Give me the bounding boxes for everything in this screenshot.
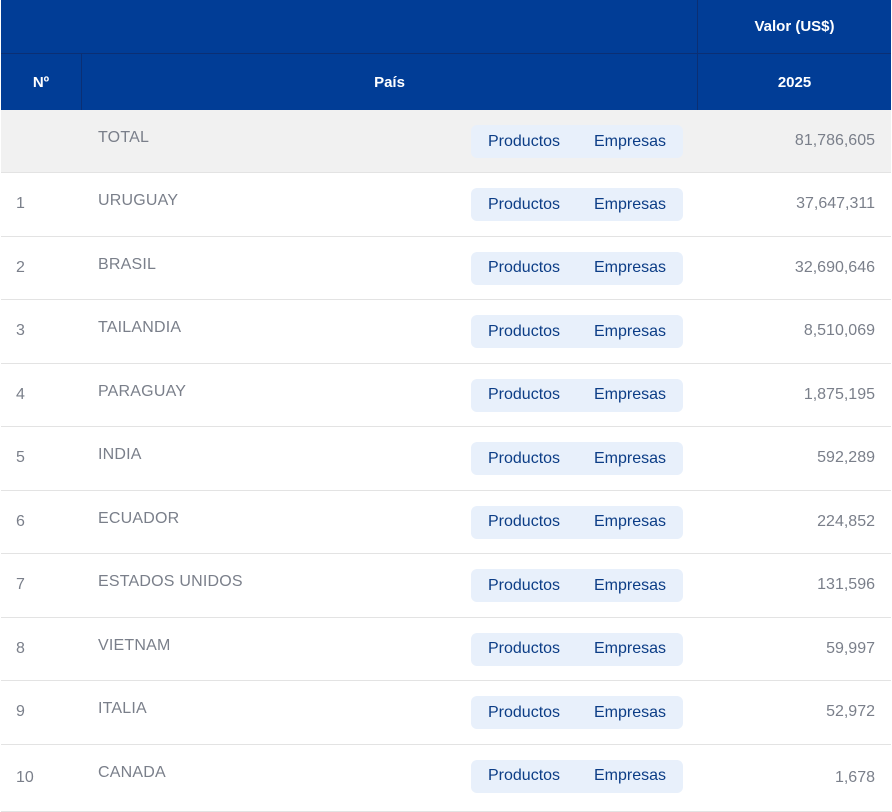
row-action-buttons: Productos Empresas [471, 632, 683, 666]
companies-button[interactable]: Empresas [594, 640, 667, 657]
companies-button[interactable]: Empresas [594, 132, 667, 150]
header-bottom-row: Nº País 2025 [1, 54, 891, 110]
header-top-row: Valor (US$) [1, 0, 891, 54]
products-button[interactable]: Productos [488, 513, 561, 530]
row-number: 9 [16, 703, 25, 721]
row-value: 59,997 [826, 639, 875, 657]
row-number: 1 [16, 195, 25, 213]
row-number: 10 [16, 768, 34, 786]
table-row: 3 TAILANDIA Productos Empresas 8,510,069 [1, 300, 891, 364]
table-row: 10 CANADA Productos Empresas 1,678 [1, 745, 891, 812]
table-row: 5 INDIA Productos Empresas 592,289 [1, 427, 891, 491]
row-country[interactable]: CANADA [98, 763, 166, 781]
value-group-header: Valor (US$) [754, 18, 835, 35]
products-button[interactable]: Productos [488, 640, 561, 657]
total-label: TOTAL [98, 129, 150, 146]
row-value: 1,678 [834, 768, 875, 786]
row-country[interactable]: TAILANDIA [98, 319, 182, 336]
col-header-country[interactable]: País [374, 73, 405, 91]
table-row: 1 URUGUAY Productos Empresas 37,647,311 [1, 173, 891, 237]
products-button[interactable]: Productos [488, 195, 561, 213]
row-country[interactable]: BRASIL [98, 255, 157, 273]
products-button[interactable]: Productos [488, 322, 561, 340]
row-country[interactable]: ESTADOS UNIDOS [98, 573, 243, 590]
row-country[interactable]: VIETNAM [98, 636, 171, 654]
row-action-buttons: Productos Empresas [471, 251, 683, 285]
companies-button[interactable]: Empresas [594, 703, 667, 721]
table-header: Valor (US$) Nº País 2025 [1, 0, 891, 110]
row-action-buttons: Productos Empresas [471, 188, 683, 221]
table-row: 4 PARAGUAY Productos Empresas 1,875,195 [1, 364, 891, 427]
row-action-buttons: Productos Empresas [471, 315, 683, 348]
table-row: 9 ITALIA Productos Empresas 52,972 [1, 681, 891, 745]
row-country[interactable]: PARAGUAY [98, 382, 187, 400]
row-action-buttons: Productos Empresas [471, 696, 683, 729]
companies-button[interactable]: Empresas [594, 259, 667, 276]
table-row: 7 ESTADOS UNIDOS Productos Empresas 131,596 [1, 554, 891, 618]
table-row: 8 VIETNAM Productos Empresas 59,997 [1, 618, 891, 681]
products-button[interactable]: Productos [488, 449, 561, 467]
col-header-num[interactable]: Nº [32, 73, 50, 91]
companies-button[interactable]: Empresas [594, 322, 667, 340]
row-action-buttons: Productos Empresas [471, 378, 683, 412]
row-action-buttons: Productos Empresas [471, 759, 683, 793]
row-number: 5 [16, 449, 25, 467]
products-button[interactable]: Productos [488, 576, 561, 594]
row-value: 32,690,646 [794, 258, 875, 276]
products-button[interactable]: Productos [488, 386, 561, 403]
row-number: 2 [16, 258, 25, 276]
row-number: 6 [16, 512, 25, 530]
row-action-buttons: Productos Empresas [471, 505, 683, 539]
row-number: 4 [16, 385, 25, 403]
total-row: TOTAL Productos Empresas 81,786,605 [1, 110, 891, 173]
row-country[interactable]: ECUADOR [98, 509, 180, 527]
products-button[interactable]: Productos [488, 767, 561, 784]
table-row: 6 ECUADOR Productos Empresas 224,852 [1, 491, 891, 554]
col-header-year[interactable]: 2025 [777, 73, 812, 91]
products-button[interactable]: Productos [488, 132, 561, 150]
row-country[interactable]: URUGUAY [98, 192, 179, 209]
row-value: 52,972 [826, 703, 875, 721]
row-value: 1,875,195 [803, 385, 875, 403]
companies-button[interactable]: Empresas [594, 195, 667, 213]
row-country[interactable]: INDIA [98, 446, 142, 463]
row-number: 7 [16, 576, 25, 594]
total-value: 81,786,605 [794, 132, 875, 149]
companies-button[interactable]: Empresas [594, 449, 667, 467]
companies-button[interactable]: Empresas [594, 576, 667, 594]
table-row: 2 BRASIL Productos Empresas 32,690,646 [1, 237, 891, 300]
row-number: 8 [16, 639, 25, 657]
row-value: 131,596 [817, 576, 875, 594]
row-value: 8,510,069 [803, 322, 875, 340]
companies-button[interactable]: Empresas [594, 386, 667, 403]
row-value: 224,852 [817, 512, 875, 530]
row-country[interactable]: ITALIA [98, 700, 147, 717]
row-action-buttons: Productos Empresas [471, 569, 683, 602]
companies-button[interactable]: Empresas [594, 767, 667, 784]
row-value: 592,289 [817, 449, 875, 467]
row-action-buttons: Productos Empresas [471, 442, 683, 475]
row-value: 37,647,311 [796, 195, 875, 213]
products-button[interactable]: Productos [488, 703, 561, 721]
total-action-buttons: Productos Empresas [471, 125, 683, 158]
companies-button[interactable]: Empresas [594, 513, 667, 530]
row-number: 3 [16, 322, 25, 340]
products-button[interactable]: Productos [488, 259, 561, 276]
